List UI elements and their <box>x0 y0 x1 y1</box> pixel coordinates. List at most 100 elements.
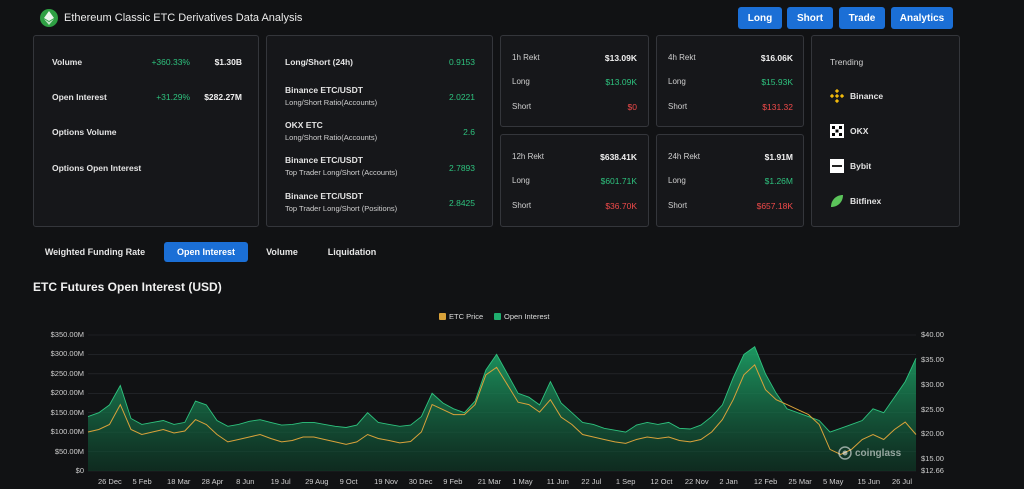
ls-binance-accounts-value: 2.0221 <box>449 92 475 102</box>
open-interest-label: Open Interest <box>52 92 107 102</box>
ls-okx-subtitle: Long/Short Ratio(Accounts) <box>285 133 378 142</box>
x-tick-label: 25 Mar <box>788 477 812 486</box>
rekt-12h-short-label: Short <box>512 201 532 210</box>
rekt-12h-total: $638.41K <box>600 152 637 162</box>
x-tick-label: 1 May <box>512 477 533 486</box>
open-interest-area <box>88 346 916 471</box>
rekt-12h-period: 12h Rekt <box>512 152 545 161</box>
bybit-icon <box>830 159 844 173</box>
short-button[interactable]: Short <box>787 7 833 29</box>
rekt-24h-long: $1.26M <box>764 176 793 186</box>
ls-top-accounts-title: Binance ETC/USDT <box>285 155 363 165</box>
rekt-4h-card: 4h Rekt $16.06K Long $15.93K Short $131.… <box>656 35 804 127</box>
rekt-1h-period: 1h Rekt <box>512 53 540 62</box>
x-tick-label: 9 Oct <box>339 477 358 486</box>
rekt-12h-long: $601.71K <box>600 176 637 186</box>
x-tick-label: 9 Feb <box>443 477 463 486</box>
x-tick-label: 26 Jul <box>892 477 913 486</box>
y-right-tick-label: $30.00 <box>921 379 944 389</box>
ls-top-accounts-value: 2.7893 <box>449 163 475 173</box>
x-tick-label: 5 May <box>822 477 844 486</box>
rekt-24h-card: 24h Rekt $1.91M Long $1.26M Short $657.1… <box>656 134 804 227</box>
legend-etc-price[interactable]: ETC Price <box>439 312 483 321</box>
y-left-tick-label: $200.00M <box>50 388 84 398</box>
rekt-24h-long-label: Long <box>668 176 686 185</box>
rekt-4h-short-label: Short <box>668 102 688 111</box>
y-right-tick-label: $25.00 <box>921 404 944 414</box>
ls-binance-accounts-subtitle: Long/Short Ratio(Accounts) <box>285 98 378 107</box>
x-tick-label: 22 Jul <box>581 477 602 486</box>
rekt-4h-long-label: Long <box>668 77 686 86</box>
ls-top-positions-subtitle: Top Trader Long/Short (Positions) <box>285 204 398 213</box>
trending-label-binance: Binance <box>850 91 884 101</box>
ls-okx-value: 2.6 <box>463 127 475 137</box>
y-right-tick-label: $40.00 <box>921 330 944 339</box>
open-interest-value: $282.27M <box>204 92 242 102</box>
rekt-24h-short: $657.18K <box>756 201 793 211</box>
x-tick-label: 12 Oct <box>650 477 673 486</box>
x-tick-label: 2 Jan <box>719 477 738 486</box>
trending-item-binance[interactable]: Binance <box>830 87 940 105</box>
page-title: Ethereum Classic ETC Derivatives Data An… <box>64 12 303 24</box>
rekt-1h-long-label: Long <box>512 77 530 86</box>
tab-weighted-funding-rate[interactable]: Weighted Funding Rate <box>44 247 146 257</box>
x-tick-label: 29 Aug <box>305 477 329 486</box>
rekt-4h-period: 4h Rekt <box>668 53 696 62</box>
tab-open-interest[interactable]: Open Interest <box>164 242 248 262</box>
legend-swatch-open-interest <box>494 313 501 320</box>
header: Ethereum Classic ETC Derivatives Data An… <box>0 0 1024 36</box>
x-tick-label: 5 Feb <box>132 477 152 486</box>
rekt-1h-short: $0 <box>627 102 637 112</box>
y-left-tick-label: $100.00M <box>50 427 84 437</box>
open-interest-line <box>87 346 917 433</box>
etc-logo-icon <box>40 9 58 27</box>
legend-label-etc-price: ETC Price <box>449 312 484 321</box>
etc-price-line <box>87 363 917 455</box>
y-right-tick-label: $20.00 <box>921 429 944 439</box>
x-tick-label: 12 Feb <box>753 477 778 486</box>
x-tick-label: 15 Jun <box>857 477 880 486</box>
rekt-24h-period: 24h Rekt <box>668 152 701 161</box>
x-tick-label: 28 Apr <box>201 477 224 486</box>
tab-liquidation[interactable]: Liquidation <box>327 247 377 257</box>
volume-change: +360.33% <box>151 57 190 67</box>
legend-open-interest[interactable]: Open Interest <box>494 312 549 321</box>
rekt-4h-total: $16.06K <box>760 53 793 63</box>
analytics-button[interactable]: Analytics <box>891 7 953 29</box>
x-tick-label: 22 Nov <box>684 477 709 486</box>
tab-volume[interactable]: Volume <box>266 247 298 257</box>
x-tick-label: 1 Sep <box>615 477 636 486</box>
rekt-1h-total: $13.09K <box>604 53 637 63</box>
rekt-4h-short: $131.32 <box>762 102 793 112</box>
watermark-text: coinglass <box>855 447 902 459</box>
rekt-24h-total: $1.91M <box>764 152 793 162</box>
rekt-12h-long-label: Long <box>512 176 530 185</box>
okx-icon <box>830 124 844 138</box>
long-button[interactable]: Long <box>738 7 782 29</box>
trade-button[interactable]: Trade <box>839 7 885 29</box>
options-volume-label: Options Volume <box>52 127 117 137</box>
rekt-4h-long: $15.93K <box>761 77 793 87</box>
trending-label-bitfinex: Bitfinex <box>850 196 882 206</box>
trending-card: Trending Binance OKX Bybit Bitfinex <box>811 35 960 227</box>
trending-item-bybit[interactable]: Bybit <box>830 157 940 175</box>
ls-24h-value: 0.9153 <box>449 57 475 67</box>
chart-section-title: ETC Futures Open Interest (USD) <box>33 280 222 294</box>
coinglass-watermark: coinglass <box>838 446 901 460</box>
x-tick-label: 21 Mar <box>477 477 502 486</box>
trending-item-bitfinex[interactable]: Bitfinex <box>830 192 940 210</box>
legend-swatch-etc-price <box>439 313 446 320</box>
ls-binance-accounts-title: Binance ETC/USDT <box>285 85 363 95</box>
trending-item-okx[interactable]: OKX <box>830 122 940 140</box>
ls-top-positions-value: 2.8425 <box>449 198 475 208</box>
open-interest-change: +31.29% <box>156 92 190 102</box>
y-left-tick-label: $250.00M <box>50 368 84 378</box>
x-tick-label: 8 Jun <box>236 477 255 486</box>
rekt-24h-short-label: Short <box>668 201 688 210</box>
coinglass-logo-icon <box>838 446 852 460</box>
y-right-tick-label: $12.66 <box>921 466 944 475</box>
y-left-tick-label: $150.00M <box>50 407 84 417</box>
ls-top-accounts-subtitle: Top Trader Long/Short (Accounts) <box>285 168 398 177</box>
y-left-tick-label: $0 <box>75 466 84 475</box>
x-tick-label: 19 Nov <box>374 477 398 486</box>
